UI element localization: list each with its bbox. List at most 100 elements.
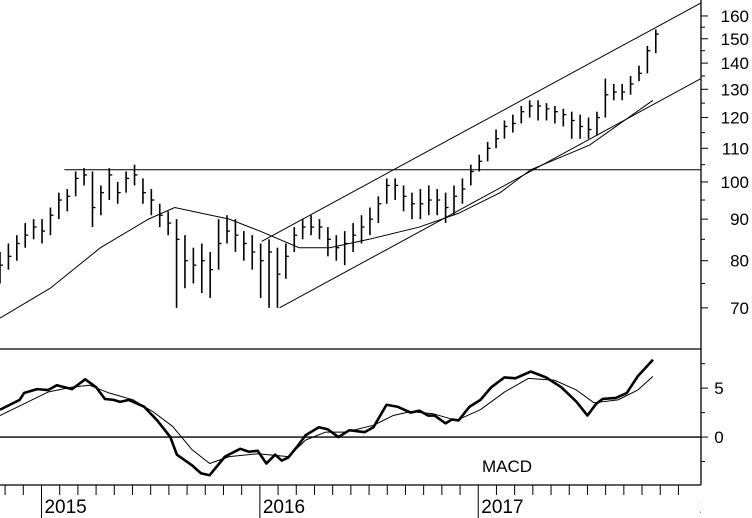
price-bar bbox=[512, 114, 516, 133]
price-bar bbox=[528, 100, 533, 118]
year-label: 2017 bbox=[481, 497, 523, 518]
macd-tick-label: 0 bbox=[714, 428, 723, 447]
x-axis: 2015 2016 2017 2018 bbox=[0, 484, 742, 518]
price-bar bbox=[175, 219, 180, 308]
price-bar bbox=[587, 117, 592, 139]
price-panel: 70 80 90 100 110 120 130 140 150 160 bbox=[0, 0, 749, 485]
price-tick-label: 90 bbox=[730, 210, 749, 229]
price-bar bbox=[444, 192, 449, 224]
price-tick-label: 140 bbox=[721, 54, 749, 73]
price-bar bbox=[116, 181, 121, 204]
price-bar bbox=[612, 83, 617, 101]
macd-panel: 05 bbox=[0, 358, 724, 477]
price-tick-label: 100 bbox=[721, 173, 749, 192]
price-bar bbox=[301, 219, 306, 240]
price-bar bbox=[654, 29, 659, 54]
price-bar bbox=[200, 243, 205, 294]
price-bar bbox=[251, 235, 256, 270]
price-bar bbox=[596, 111, 600, 136]
price-bar bbox=[285, 243, 289, 279]
price-bar bbox=[427, 185, 432, 216]
price-plot bbox=[0, 2, 701, 319]
price-bar bbox=[24, 223, 29, 248]
macd-tick-label: 5 bbox=[714, 379, 723, 398]
price-bar bbox=[209, 251, 214, 298]
price-bar bbox=[453, 185, 458, 216]
price-bar bbox=[604, 78, 609, 118]
price-bar bbox=[125, 171, 130, 193]
price-tick-label: 70 bbox=[730, 299, 749, 318]
price-bar bbox=[486, 141, 491, 162]
trendline-channel-lower bbox=[279, 78, 701, 309]
year-label: 2016 bbox=[263, 497, 305, 518]
price-bar bbox=[335, 235, 340, 261]
price-bar bbox=[16, 235, 20, 261]
price-tick-label: 110 bbox=[722, 139, 749, 158]
price-bar bbox=[74, 171, 79, 197]
year-label: 2015 bbox=[44, 497, 86, 518]
price-bar bbox=[268, 239, 273, 308]
price-tick-label: 80 bbox=[730, 252, 749, 271]
price-bar bbox=[327, 227, 331, 257]
price-bar bbox=[621, 83, 626, 101]
price-bar bbox=[83, 168, 88, 186]
price-bar bbox=[150, 189, 155, 216]
price-bar bbox=[360, 215, 365, 244]
price-bar bbox=[385, 178, 390, 204]
price-bar bbox=[259, 243, 264, 298]
price-bar bbox=[352, 223, 357, 252]
price-bar bbox=[158, 203, 163, 228]
price-tick-label: 150 bbox=[721, 30, 749, 49]
price-bar bbox=[7, 243, 12, 270]
price-bar bbox=[226, 215, 231, 244]
price-bar bbox=[0, 251, 3, 284]
price-bar bbox=[100, 185, 104, 216]
year-label: 2018 bbox=[700, 497, 742, 518]
price-bar bbox=[234, 219, 239, 252]
price-bar bbox=[243, 231, 247, 261]
price-bar bbox=[562, 108, 567, 127]
price-bar bbox=[394, 178, 399, 201]
price-bar bbox=[570, 111, 575, 139]
price-bar bbox=[638, 65, 642, 82]
price-bar bbox=[108, 168, 113, 201]
price-bar bbox=[58, 192, 62, 220]
price-bar bbox=[503, 120, 508, 139]
price-bar bbox=[66, 189, 71, 212]
price-bar bbox=[369, 207, 373, 236]
price-bar bbox=[167, 211, 172, 236]
price-bar bbox=[419, 189, 424, 220]
price-bar bbox=[461, 178, 466, 204]
macd-title: MACD bbox=[482, 457, 532, 476]
price-bar bbox=[276, 247, 281, 308]
price-tick-label: 120 bbox=[721, 109, 749, 128]
price-bar bbox=[579, 114, 584, 139]
price-bar bbox=[520, 105, 525, 124]
price-bar bbox=[293, 227, 298, 252]
price-bar bbox=[91, 171, 96, 228]
price-bar bbox=[318, 219, 323, 240]
price-bar bbox=[495, 129, 500, 149]
price-bar bbox=[411, 192, 415, 220]
price-bar bbox=[402, 185, 407, 212]
price-tick-label: 130 bbox=[721, 80, 749, 99]
price-bar bbox=[478, 154, 483, 172]
price-bar bbox=[436, 189, 441, 216]
price-bar bbox=[377, 196, 382, 224]
price-bar bbox=[32, 219, 37, 240]
price-tick-label: 160 bbox=[721, 7, 749, 26]
price-bar bbox=[192, 247, 197, 284]
macd-line-thick bbox=[0, 358, 654, 477]
price-bar bbox=[545, 103, 550, 121]
price-bar bbox=[49, 207, 54, 236]
price-bar bbox=[217, 219, 222, 270]
price-bar bbox=[629, 75, 634, 95]
price-bar bbox=[184, 235, 188, 289]
price-bar bbox=[646, 45, 651, 74]
price-bar bbox=[142, 178, 146, 204]
macd-line-thin bbox=[0, 376, 654, 464]
price-bar bbox=[343, 231, 348, 266]
price-bar bbox=[554, 105, 558, 124]
price-bar bbox=[470, 164, 474, 186]
